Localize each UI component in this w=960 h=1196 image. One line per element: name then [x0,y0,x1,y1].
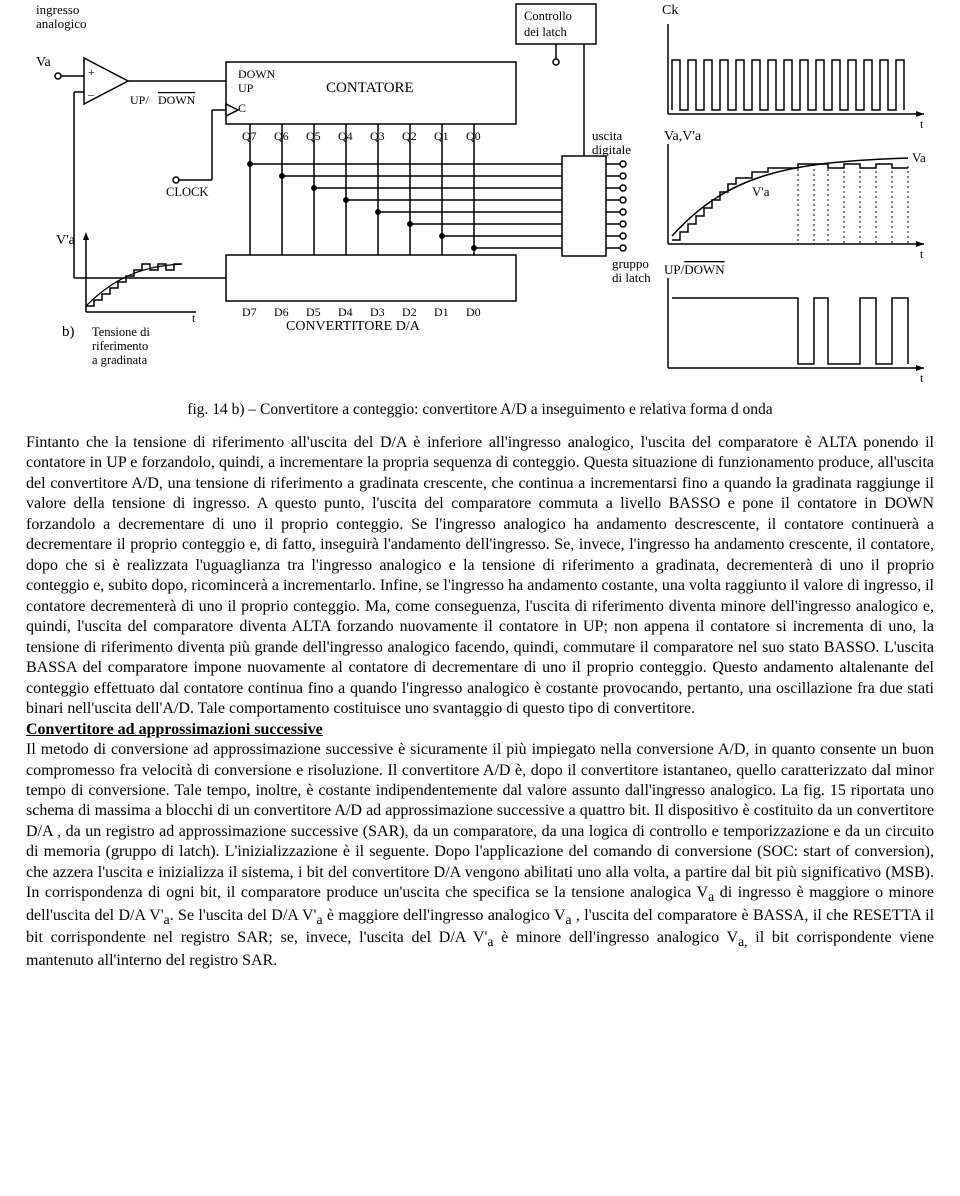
svg-text:Tensione di: Tensione di [92,325,150,339]
svg-text:Va: Va [912,150,926,165]
svg-text:Ck: Ck [662,3,678,18]
figure-caption: fig. 14 b) – Convertitore a conteggio: c… [26,401,934,419]
svg-text:CLOCK: CLOCK [166,185,208,199]
svg-text:D3: D3 [370,305,385,319]
convertitore-da-label: CONVERTITORE D/A [286,319,421,334]
svg-text:DOWN: DOWN [158,93,196,107]
svg-text:a gradinata: a gradinata [92,353,148,367]
svg-text:t: t [920,247,924,261]
svg-text:D0: D0 [466,305,481,319]
section-title: Convertitore ad approssimazioni successi… [26,720,934,740]
svg-text:Va,V'a: Va,V'a [664,129,702,144]
va-label: Va [36,55,52,70]
svg-text:UP/DOWN: UP/DOWN [664,262,725,277]
svg-text:D5: D5 [306,305,321,319]
body-text: Fintanto che la tensione di riferimento … [26,433,934,972]
svg-text:dei latch: dei latch [524,25,567,39]
svg-text:D7: D7 [242,305,257,319]
contatore-label: CONTATORE [326,80,414,96]
svg-text:gruppo: gruppo [612,256,649,271]
svg-text:b): b) [62,324,75,340]
paragraph-2: Il metodo di conversione ad approssimazi… [26,740,934,971]
svg-text:D6: D6 [274,305,289,319]
svg-text:uscita: uscita [592,128,623,143]
svg-text:ingresso: ingresso [36,2,79,17]
svg-text:D4: D4 [338,305,353,319]
svg-text:C: C [238,101,246,115]
svg-text:t: t [920,371,924,385]
svg-text:riferimento: riferimento [92,339,148,353]
svg-text:D2: D2 [402,305,417,319]
svg-text:DOWN: DOWN [238,67,276,81]
svg-text:digitale: digitale [592,142,631,157]
svg-text:UP/: UP/ [130,93,149,107]
svg-text:–: – [87,87,95,101]
svg-text:V'a: V'a [752,184,770,199]
svg-text:t: t [920,117,924,131]
svg-text:Controllo: Controllo [524,9,572,23]
svg-text:t: t [192,311,196,325]
svg-text:+: + [88,65,95,79]
svg-text:D1: D1 [434,305,449,319]
circuit-diagram: ingresso analogico Va + – UP/ DOWN DOWN … [26,0,934,390]
svg-text:analogico: analogico [36,16,87,31]
svg-text:UP: UP [238,81,254,95]
paragraph-1: Fintanto che la tensione di riferimento … [26,433,934,720]
svg-text:di latch: di latch [612,270,651,285]
svg-text:V'a: V'a [56,233,76,248]
